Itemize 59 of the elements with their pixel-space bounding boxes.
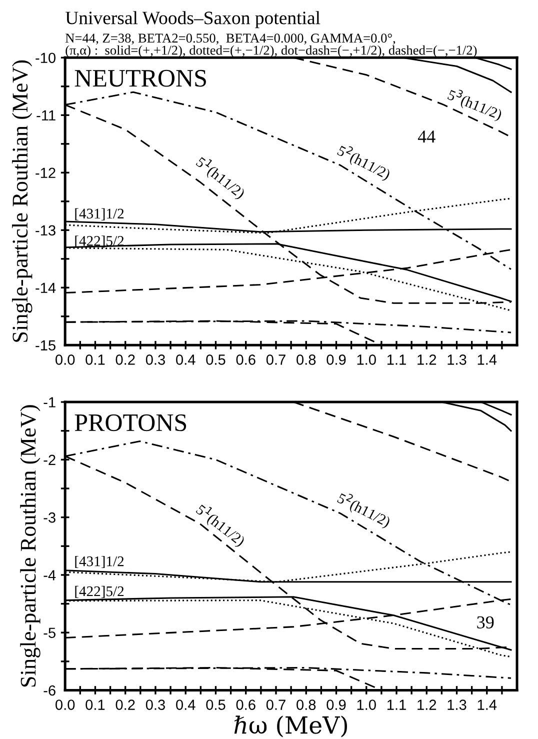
y-tick-label: -10 bbox=[36, 52, 56, 64]
x-tick-label: 1.0 bbox=[357, 354, 376, 365]
x-tick-label: 0.8 bbox=[296, 700, 316, 710]
y-tick-label: -12 bbox=[36, 168, 56, 178]
annotation: [431]1/2 bbox=[75, 556, 124, 568]
annotation: [422]5/2 bbox=[75, 586, 124, 598]
x-tick-label: 1.1 bbox=[387, 354, 406, 365]
chart-title: Universal Woods–Saxon potential bbox=[65, 11, 320, 28]
annotation: 44 bbox=[418, 130, 436, 142]
y-tick-label: -13 bbox=[36, 225, 56, 236]
y-tick-label: -2 bbox=[44, 454, 56, 465]
x-tick-label: 1.4 bbox=[478, 354, 497, 365]
x-axis-title: ℏω (MeV) bbox=[234, 716, 347, 738]
x-tick-label: 0.4 bbox=[176, 700, 196, 710]
x-tick-label: 0.1 bbox=[86, 700, 105, 710]
x-tick-label: 0.5 bbox=[206, 700, 226, 710]
x-tick-label: 1.3 bbox=[448, 700, 466, 710]
y-tick-label: -11 bbox=[36, 110, 56, 120]
y-axis-title: Single-particle Routhian (MeV) bbox=[12, 60, 32, 342]
y-tick-label: -5 bbox=[44, 628, 56, 638]
annotation: 5$^{3}$(h11/2) bbox=[446, 86, 504, 123]
x-tick-label: 0.9 bbox=[326, 700, 346, 710]
x-tick-label: 0.6 bbox=[236, 354, 256, 365]
x-tick-label: 1.0 bbox=[357, 700, 376, 710]
x-tick-label: 1.2 bbox=[418, 700, 436, 710]
annotation: PROTONS bbox=[74, 414, 186, 432]
annotation: NEUTRONS bbox=[74, 70, 206, 87]
x-tick-label: 0.2 bbox=[116, 354, 135, 365]
x-tick-label: 0.3 bbox=[146, 354, 165, 365]
x-tick-label: 0.7 bbox=[266, 700, 286, 710]
x-tick-label: 0.6 bbox=[236, 700, 256, 710]
annotation: [431]1/2 bbox=[75, 208, 124, 220]
x-tick-label: 0.7 bbox=[266, 354, 286, 365]
y-tick-label: -6 bbox=[44, 685, 56, 696]
y-tick-label: -3 bbox=[44, 512, 56, 523]
y-tick-label: -4 bbox=[44, 570, 56, 580]
x-tick-label: 1.1 bbox=[387, 700, 406, 710]
annotation: 5$^{2}$(h11/2) bbox=[336, 142, 393, 182]
y-axis-title: Single-particle Routhian (MeV) bbox=[20, 405, 40, 687]
x-tick-label: 0.2 bbox=[116, 700, 135, 710]
x-tick-label: 0.1 bbox=[86, 354, 105, 365]
x-tick-label: 0.4 bbox=[176, 354, 196, 365]
x-tick-label: 1.3 bbox=[448, 354, 466, 365]
y-tick-label: -14 bbox=[36, 282, 56, 293]
x-tick-label: 0.9 bbox=[326, 354, 346, 365]
y-tick-label: -1 bbox=[44, 397, 56, 408]
annotation: 5$^{1}$(h11/2) bbox=[194, 502, 248, 549]
x-tick-label: 1.2 bbox=[418, 354, 436, 365]
x-tick-label: 0.8 bbox=[296, 354, 316, 365]
annotation: 39 bbox=[477, 616, 494, 628]
x-tick-label: 0.3 bbox=[146, 700, 165, 710]
x-tick-label: 1.4 bbox=[478, 700, 497, 710]
annotation: 5$^{2}$(h11/2) bbox=[336, 490, 393, 530]
chart-subtitle: N=44, Z=38, BETA2=0.550, BETA4=0.000, GAMMA=0.0°, (π,α) : solid=(+,+1/2), dotted=(+,−1/2), dot−dash=(−,+1/2), dashed=(−,−1/2) bbox=[65, 34, 477, 58]
x-tick-label: 0.0 bbox=[56, 700, 75, 710]
x-tick-label: 0.5 bbox=[206, 354, 226, 365]
x-tick-label: 0.0 bbox=[56, 354, 75, 365]
y-tick-label: -15 bbox=[36, 340, 56, 351]
annotation: 5$^{1}$(h11/2) bbox=[194, 154, 248, 202]
